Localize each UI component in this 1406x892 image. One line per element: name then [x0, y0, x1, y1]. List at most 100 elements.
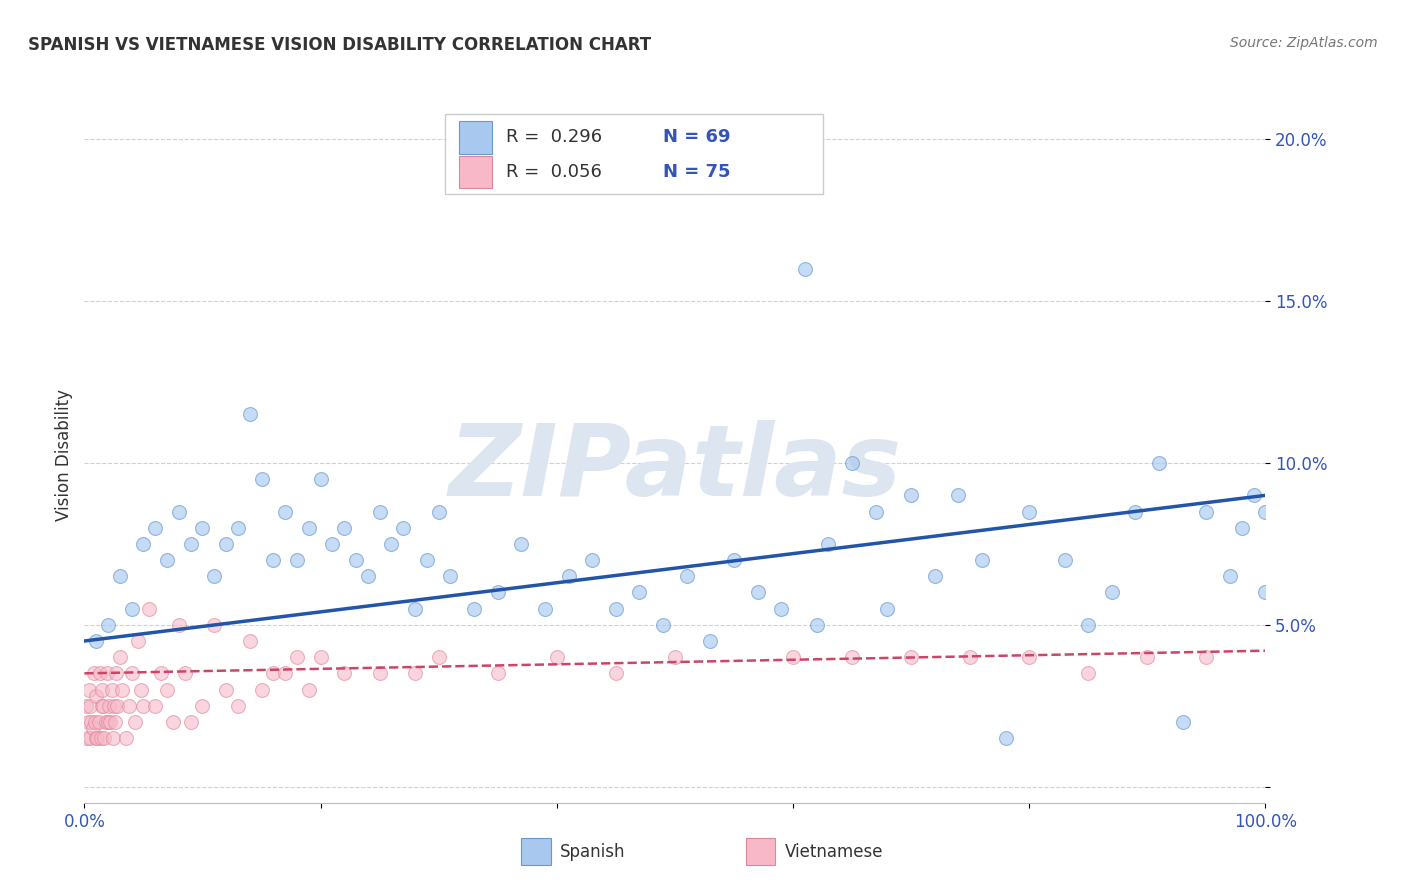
Point — [1254, 504, 1277, 518]
Point — [100, 682, 122, 697]
Point — [368, 666, 391, 681]
Point — [628, 585, 651, 599]
Point — [84, 634, 107, 648]
Point — [262, 553, 284, 567]
Point — [118, 698, 141, 713]
Text: ZIPatlas: ZIPatlas — [449, 420, 901, 517]
Point — [557, 569, 579, 583]
Point — [1219, 569, 1241, 583]
Point — [80, 714, 103, 729]
Text: Source: ZipAtlas.com: Source: ZipAtlas.com — [1230, 36, 1378, 50]
Point — [285, 553, 308, 567]
Point — [89, 666, 111, 681]
Point — [817, 537, 839, 551]
Point — [103, 698, 125, 713]
Point — [226, 521, 249, 535]
Point — [581, 553, 603, 567]
Point — [605, 666, 627, 681]
Point — [900, 650, 922, 665]
Point — [274, 504, 297, 518]
Point — [215, 537, 238, 551]
Text: R =  0.056: R = 0.056 — [506, 163, 602, 181]
Point — [239, 408, 262, 422]
Point — [191, 698, 214, 713]
Point — [900, 488, 922, 502]
Point — [770, 601, 793, 615]
Point — [664, 650, 686, 665]
Point — [90, 731, 112, 745]
Point — [321, 537, 343, 551]
Point — [75, 698, 97, 713]
Point — [1171, 714, 1194, 729]
Point — [215, 682, 238, 697]
Point — [699, 634, 721, 648]
Point — [93, 731, 115, 745]
Point — [150, 666, 173, 681]
Point — [77, 682, 100, 697]
Point — [463, 601, 485, 615]
Point — [101, 731, 124, 745]
Point — [427, 650, 450, 665]
Point — [87, 714, 110, 729]
Point — [1254, 585, 1277, 599]
Point — [416, 553, 439, 567]
Point — [97, 714, 120, 729]
Y-axis label: Vision Disability: Vision Disability — [55, 389, 73, 521]
Text: SPANISH VS VIETNAMESE VISION DISABILITY CORRELATION CHART: SPANISH VS VIETNAMESE VISION DISABILITY … — [28, 36, 651, 54]
Point — [652, 617, 675, 632]
Point — [1243, 488, 1265, 502]
Point — [486, 585, 509, 599]
Point — [380, 537, 402, 551]
Point — [162, 714, 184, 729]
Point — [132, 537, 155, 551]
Text: Vietnamese: Vietnamese — [785, 843, 883, 861]
Point — [970, 553, 993, 567]
Point — [262, 666, 284, 681]
Point — [274, 666, 297, 681]
Point — [439, 569, 461, 583]
Point — [1136, 650, 1159, 665]
Point — [747, 585, 769, 599]
Point — [250, 682, 273, 697]
Point — [1195, 650, 1218, 665]
Point — [546, 650, 568, 665]
Point — [84, 714, 107, 729]
Point — [344, 553, 367, 567]
Text: N = 75: N = 75 — [664, 163, 731, 181]
Point — [782, 650, 804, 665]
Point — [534, 601, 557, 615]
Point — [84, 731, 107, 745]
Point — [404, 601, 426, 615]
Point — [865, 504, 887, 518]
Point — [1195, 504, 1218, 518]
Point — [1018, 650, 1040, 665]
Bar — [522, 838, 551, 865]
Point — [723, 553, 745, 567]
Point — [96, 666, 118, 681]
Point — [309, 650, 332, 665]
Point — [97, 617, 120, 632]
Point — [202, 569, 225, 583]
Bar — [745, 838, 775, 865]
Point — [202, 617, 225, 632]
Point — [167, 504, 190, 518]
Point — [143, 521, 166, 535]
Point — [91, 698, 114, 713]
Point — [180, 714, 202, 729]
Point — [77, 714, 100, 729]
Point — [486, 666, 509, 681]
Point — [250, 472, 273, 486]
Point — [333, 666, 356, 681]
Point — [79, 731, 101, 745]
Point — [510, 537, 533, 551]
Point — [105, 666, 128, 681]
Point — [129, 682, 152, 697]
Point — [1077, 666, 1099, 681]
Point — [98, 698, 121, 713]
Point — [1230, 521, 1253, 535]
Point — [173, 666, 195, 681]
Point — [191, 521, 214, 535]
Point — [806, 617, 828, 632]
Point — [84, 689, 107, 703]
Point — [994, 731, 1017, 745]
